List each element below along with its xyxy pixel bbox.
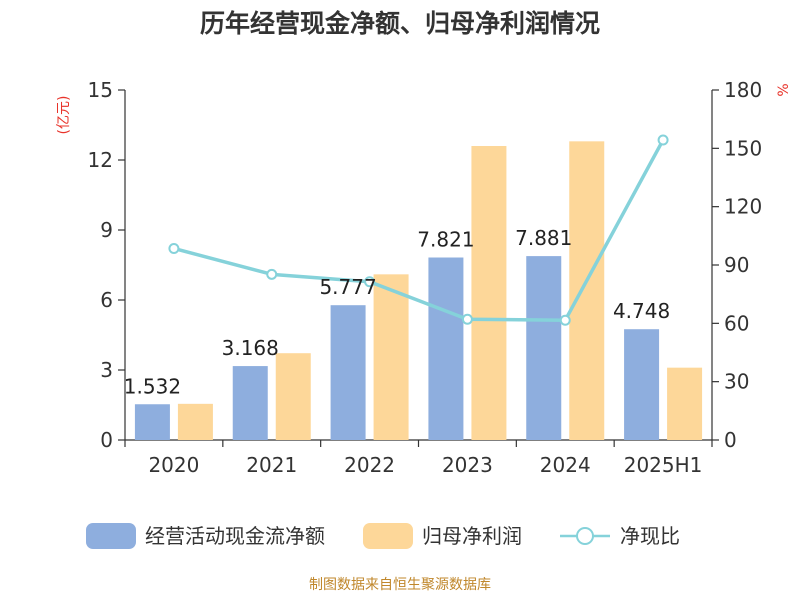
ratio-point: [657, 134, 669, 146]
right-tick-label: 60: [724, 311, 749, 335]
ratio-point: [168, 242, 180, 254]
left-tick-label: 12: [88, 148, 113, 172]
left-tick-label: 15: [88, 78, 113, 102]
ratio-point: [266, 268, 278, 280]
right-tick-label: 90: [724, 253, 749, 277]
legend: 经营活动现金流净额 归母净利润 净现比: [86, 523, 680, 549]
source-note: 制图数据来自恒生聚源数据库: [309, 577, 491, 593]
right-tick-label: 120: [724, 195, 762, 219]
cashflow-bar: [232, 366, 268, 440]
right-tick-label: 30: [724, 370, 749, 394]
left-tick-label: 6: [100, 288, 113, 312]
left-tick-label: 3: [100, 358, 113, 382]
net-profit-bar: [275, 353, 311, 440]
bars: [134, 141, 703, 441]
net-profit-bar: [373, 274, 409, 440]
legend-swatch: [363, 523, 413, 549]
right-axis-unit: %: [776, 83, 792, 96]
ratio-line-path: [173, 139, 665, 322]
right-tick-label: 180: [724, 78, 762, 102]
cashflow-bar: [624, 329, 660, 440]
cashflow-bar: [330, 305, 366, 440]
x-tick-label: 2023: [442, 453, 493, 477]
net-profit-bar: [177, 403, 213, 440]
right-tick-label: 150: [724, 136, 762, 160]
legend-label: 归母净利润: [422, 524, 522, 548]
x-tick-label: 2025H1: [624, 453, 703, 477]
cashflow-bar: [134, 404, 170, 440]
ratio-point: [461, 313, 473, 325]
net-profit-bar: [667, 367, 703, 440]
cashflow-value-label: 3.168: [222, 336, 279, 360]
x-tick-label: 2020: [148, 453, 199, 477]
data-labels: 1.532 3.168 5.777 7.821 7.881 4.748: [124, 226, 670, 398]
left-tick-label: 9: [100, 218, 113, 242]
cashflow-value-label: 5.777: [319, 275, 376, 299]
ratio-line: [168, 134, 669, 326]
ratio-point: [364, 276, 376, 288]
ratio-point: [559, 314, 571, 326]
cashflow-value-label: 7.821: [417, 228, 474, 252]
x-tick-label: 2021: [246, 453, 297, 477]
legend-marker: [576, 527, 594, 545]
cashflow-value-label: 7.881: [515, 226, 572, 250]
legend-label: 经营活动现金流净额: [145, 524, 325, 548]
right-tick-label: 0: [724, 428, 737, 452]
net-profit-bar: [471, 146, 507, 440]
net-profit-bar: [569, 141, 605, 441]
x-tick-label: 2022: [344, 453, 395, 477]
cashflow-bar: [428, 257, 464, 440]
legend-swatch: [86, 523, 136, 549]
x-tick-label: 2024: [540, 453, 591, 477]
legend-label: 净现比: [620, 524, 680, 548]
chart-title: 历年经营现金净额、归母净利润情况: [200, 9, 600, 38]
cashflow-bar: [526, 256, 562, 440]
left-tick-label: 0: [100, 428, 113, 452]
left-axis-unit: (亿元): [56, 96, 72, 135]
cashflow-value-label: 4.748: [613, 299, 670, 323]
cashflow-value-label: 1.532: [124, 374, 181, 398]
